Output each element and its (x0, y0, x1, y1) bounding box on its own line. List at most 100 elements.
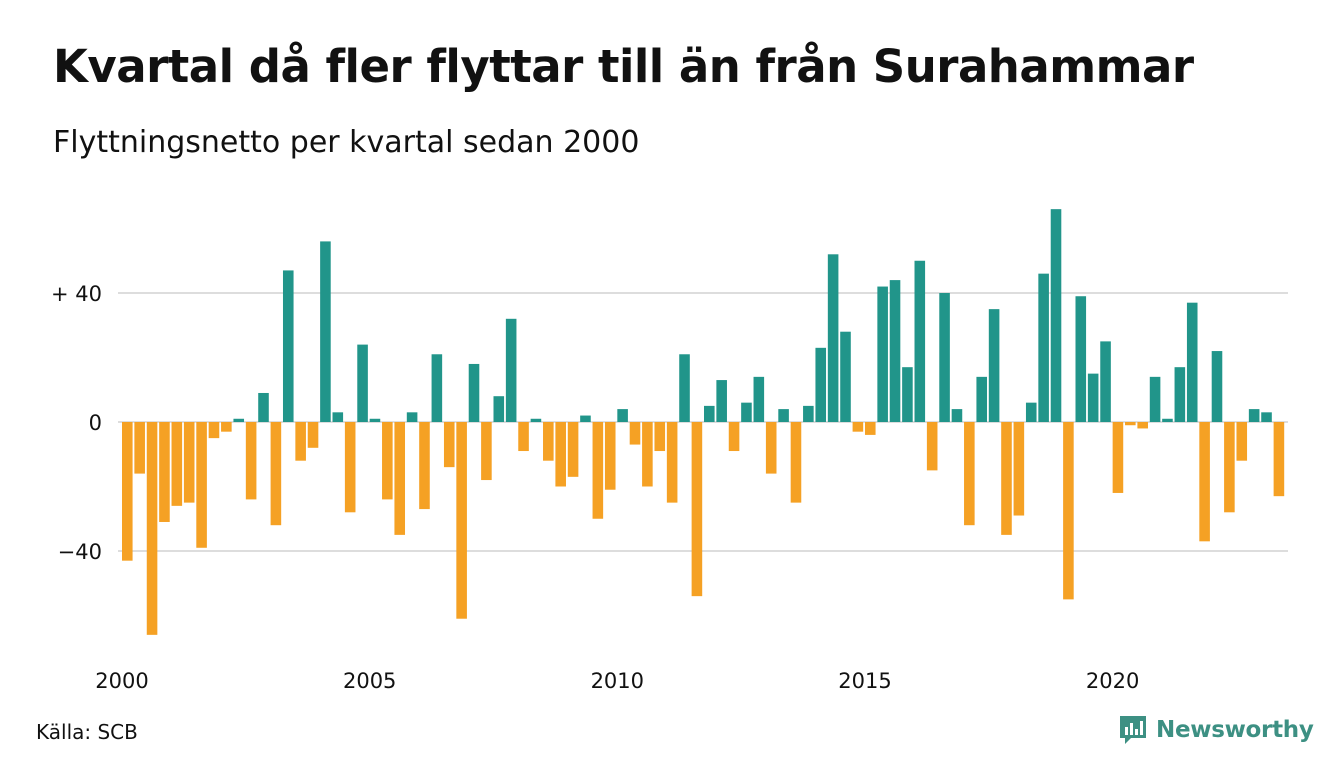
bar (741, 402, 752, 422)
source-note: Källa: SCB (36, 720, 138, 744)
bar (382, 422, 393, 500)
bar (976, 376, 988, 422)
bar (183, 422, 195, 503)
chart-title: Kvartal då fler flyttar till än från Sur… (53, 40, 1194, 93)
bar (1001, 422, 1012, 535)
bar (245, 422, 257, 500)
x-tick-label: 2000 (95, 669, 148, 693)
bar (864, 422, 876, 435)
bar (877, 286, 888, 422)
x-tick-label: 2010 (591, 669, 644, 693)
bar (1211, 351, 1223, 422)
bar (369, 418, 381, 422)
bar (964, 422, 975, 526)
bar (1137, 422, 1148, 429)
bar (134, 422, 145, 474)
bar (765, 422, 777, 474)
bar (394, 422, 406, 535)
bar (307, 422, 319, 448)
bar (1149, 376, 1161, 422)
bar (778, 409, 789, 422)
bar (146, 422, 158, 635)
bar (233, 418, 245, 422)
bar (592, 422, 604, 519)
bar (332, 412, 344, 422)
bar (642, 422, 653, 487)
bar (456, 422, 467, 619)
bar (258, 392, 269, 423)
bar (1199, 422, 1210, 542)
bar (481, 422, 492, 481)
bar (122, 422, 133, 561)
bar (1125, 422, 1136, 426)
bar (282, 270, 294, 422)
bar (629, 422, 641, 445)
bar (1063, 422, 1074, 600)
bar (357, 344, 368, 422)
x-axis-ticks: 2000 2005 2010 2015 2020 (95, 669, 1139, 693)
bar (1087, 373, 1099, 423)
bar (1100, 341, 1111, 423)
bar (753, 376, 765, 422)
bar (468, 363, 480, 422)
bar (1186, 302, 1198, 423)
x-tick-label: 2005 (343, 669, 396, 693)
y-tick-label: + 40 (51, 282, 102, 306)
bar (1038, 273, 1049, 422)
bar (580, 415, 591, 422)
bar (803, 405, 814, 423)
bar (1075, 296, 1087, 423)
bar (1112, 422, 1124, 493)
x-tick-label: 2015 (838, 669, 891, 693)
bar (815, 347, 827, 422)
bar (716, 380, 727, 422)
bar (889, 280, 901, 422)
bar (518, 422, 529, 452)
bar (1236, 422, 1248, 461)
bar (320, 241, 331, 422)
bar (505, 318, 517, 422)
bar (1162, 418, 1173, 422)
bar (443, 422, 455, 468)
bar (902, 367, 913, 423)
bar (1261, 412, 1272, 422)
bar (728, 422, 740, 452)
bar (666, 422, 678, 503)
bar (555, 422, 566, 487)
bar (914, 260, 926, 422)
bar (939, 293, 950, 422)
bar (1025, 402, 1037, 422)
bar (840, 331, 851, 422)
bar (1013, 422, 1025, 516)
bar (344, 422, 356, 513)
bar (926, 422, 938, 471)
bar (951, 409, 963, 422)
bar (406, 412, 418, 422)
bar (493, 396, 505, 422)
bar (196, 422, 207, 548)
y-tick-label: −40 (58, 540, 102, 564)
bar (270, 422, 282, 526)
bar (790, 422, 802, 503)
chart-subtitle: Flyttningsnetto per kvartal sedan 2000 (53, 125, 640, 160)
y-axis-ticks: + 40 0 −40 (51, 282, 102, 564)
bar (852, 422, 864, 432)
bar (208, 422, 220, 439)
brand: Newsworthy (1118, 714, 1314, 746)
bar (1248, 409, 1260, 422)
newsworthy-logo-icon (1120, 716, 1146, 744)
bar (704, 405, 715, 423)
bar (988, 309, 1000, 423)
bar (431, 354, 443, 422)
bar (617, 409, 628, 422)
bar (159, 422, 170, 522)
bar (530, 418, 542, 422)
bars (122, 209, 1285, 635)
bar (221, 422, 232, 432)
bar (1224, 422, 1235, 513)
bar (543, 422, 554, 461)
bar (1273, 422, 1285, 497)
bar (171, 422, 183, 506)
bar (827, 254, 839, 422)
